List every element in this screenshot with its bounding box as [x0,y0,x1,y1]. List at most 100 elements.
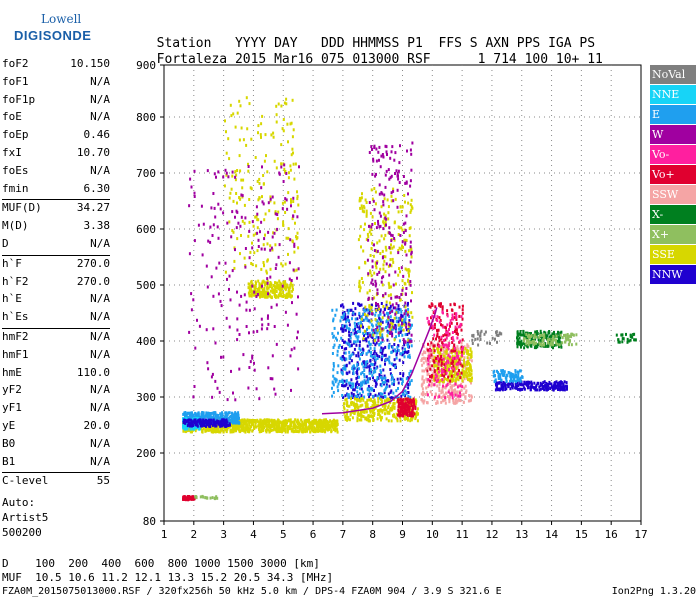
echo-point [391,257,394,261]
echo-point [409,184,412,188]
echo-point [445,384,448,388]
echo-point [373,379,376,383]
echo-point [433,397,436,401]
echo-point [262,288,265,292]
echo-point [383,212,386,216]
echo-point [293,346,296,350]
echo-point [378,316,381,320]
echo-point [323,425,326,428]
echo-point [367,340,370,344]
echo-point [275,424,278,428]
echo-point [495,381,498,385]
echo-point [384,220,387,224]
echo-point [366,332,369,336]
echo-point [233,421,236,425]
echo-point [193,195,196,198]
echo-point [410,198,413,202]
echo-point [360,412,363,416]
echo-point [299,427,302,431]
echo-point [365,237,368,241]
echo-point [182,429,185,433]
echo-point [375,159,378,163]
echo-point [213,172,216,176]
echo-point [460,328,463,332]
echo-point [257,124,260,128]
param-value: N/A [90,329,110,343]
echo-point [227,175,230,179]
echo-point [389,328,392,332]
echo-point [284,280,287,284]
echo-point [348,344,351,348]
echo-point [225,130,227,134]
echo-point [369,307,372,311]
echo-point [424,357,427,361]
echo-point [296,422,299,426]
header-label-p1: P1 [407,36,423,51]
echo-point [284,197,287,201]
echo-point [346,401,349,405]
echo-point [210,275,213,279]
echo-point [290,420,293,424]
echo-point [381,327,384,331]
echo-point [217,422,220,426]
echo-point [412,397,415,401]
echo-point [273,420,276,424]
echo-point [382,203,385,207]
echo-point [377,222,380,226]
echo-point [404,340,407,344]
param-value: N/A [90,454,110,468]
echo-point [364,380,367,384]
echo-point [565,384,568,388]
echo-point [411,141,414,145]
echo-point [292,425,295,429]
echo-point [356,369,359,373]
echo-point [221,428,224,432]
echo-point [433,355,436,359]
echo-point [296,330,299,334]
echo-point [470,352,473,356]
echo-point [563,380,566,384]
echo-point [241,420,244,424]
echo-point [403,355,406,359]
echo-point [233,246,236,250]
echo-point [411,404,414,408]
echo-point [403,343,406,347]
echo-point [395,282,397,286]
echo-point [391,382,394,386]
echo-point [552,384,555,388]
echo-point [452,392,455,396]
echo-point [411,323,413,327]
echo-point [305,419,308,422]
echo-point [536,381,539,385]
echo-point [193,191,196,195]
scatter-cluster-vo- [396,397,417,418]
echo-point [376,261,378,265]
echo-point [401,320,403,324]
echo-point [390,194,393,198]
echo-point [293,250,296,254]
y-tick-label: 300 [136,391,156,404]
echo-point [212,428,214,432]
echo-point [380,205,383,209]
echo-point [373,389,375,392]
echo-point [382,275,385,279]
echo-point [435,380,438,384]
echo-point [364,332,367,336]
echo-point [340,371,343,375]
echo-point [217,416,220,420]
echo-point [406,343,409,347]
echo-point [411,291,413,295]
echo-point [184,421,187,425]
echo-point [437,378,440,382]
param-label: B0 [2,436,16,450]
echo-point [364,338,367,342]
echo-point [431,393,433,397]
echo-point [193,425,196,429]
echo-point [360,315,363,319]
echo-point [353,411,356,415]
echo-point [450,351,453,355]
echo-point [297,295,299,299]
echo-point [404,317,407,321]
echo-point [407,324,410,328]
echo-point [393,237,396,240]
